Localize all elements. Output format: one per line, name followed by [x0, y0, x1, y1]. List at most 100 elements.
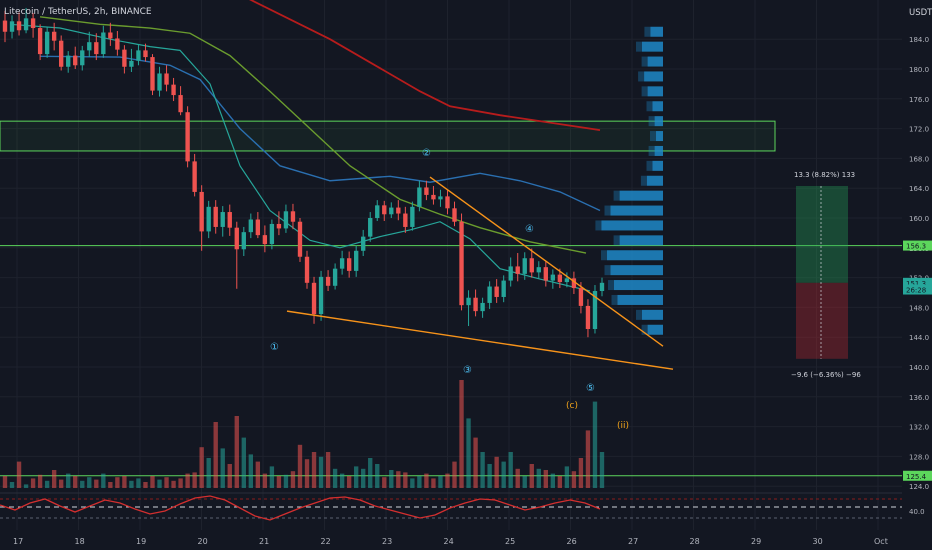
volume-bar: [564, 466, 570, 488]
volume-bar: [452, 461, 457, 488]
volume-bar: [157, 479, 162, 488]
candle-body: [578, 288, 584, 306]
candle-body: [459, 221, 464, 306]
volume-bar: [30, 478, 36, 488]
time-tick-label: 22: [321, 537, 331, 546]
candle-body: [136, 50, 141, 61]
volume-profile-bin-edge: [604, 265, 611, 276]
volume-profile-bin-edge: [611, 294, 618, 305]
ma-blue-line: [39, 55, 601, 212]
volume-bar: [16, 461, 22, 488]
volume-bar: [508, 452, 513, 488]
volume-bar: [403, 472, 408, 488]
volume-bar: [2, 476, 8, 488]
time-axis[interactable]: 17 18 19 20 21 22 23 24 25 26 27 28 29 30 Oct: [0, 530, 932, 550]
candle-body: [248, 219, 254, 233]
volume-profile-bin: [610, 205, 663, 216]
volume-bar: [389, 470, 394, 488]
candle-body: [150, 57, 155, 91]
volume-bar: [368, 458, 373, 488]
candle-body: [171, 84, 176, 96]
volume-bar: [318, 456, 324, 488]
time-tick-label: 28: [690, 537, 700, 546]
volume-bar: [571, 471, 577, 488]
time-tick-label: 18: [75, 537, 85, 546]
volume-profile-bin-edge: [641, 324, 648, 335]
wave-1-label: ①: [270, 342, 279, 353]
candle-body: [220, 212, 225, 227]
candle-body: [185, 112, 190, 162]
candle-body: [410, 206, 415, 227]
volume-bar: [94, 479, 99, 488]
ma-teal-line: [9, 23, 591, 292]
long-position-tool[interactable]: [796, 185, 848, 359]
position-loss-zone: [796, 282, 848, 359]
volume-profile-bin: [656, 131, 663, 142]
wave-5-label: ⑤: [586, 383, 595, 394]
candle-body: [269, 223, 275, 245]
volume-bar: [417, 476, 422, 488]
candle-body: [494, 286, 499, 297]
trendlines[interactable]: [286, 176, 674, 370]
candle-body: [30, 18, 36, 29]
candle-body: [431, 194, 436, 200]
price-marker-label: 125.4: [906, 473, 927, 481]
volume-profile-bin: [650, 26, 663, 37]
volume-bar: [262, 473, 268, 488]
candle-body: [522, 258, 527, 274]
upper-wedge-line: [429, 176, 664, 347]
volume-bar: [206, 458, 211, 488]
volume-bar: [101, 473, 106, 488]
price-axis[interactable]: 184.0180.0176.0172.0168.0164.0160.0156.0…: [902, 0, 932, 550]
time-tick-label: 19: [136, 537, 146, 546]
candle-body: [51, 31, 57, 41]
volume-profile-bin: [652, 101, 663, 112]
volume-profile-bin: [654, 145, 663, 156]
volume-profile-bin-edge: [641, 86, 648, 97]
lower-wedge-line: [286, 310, 674, 370]
volume-bar: [66, 473, 71, 488]
wave-4-label: ④: [525, 224, 534, 235]
candle-body: [255, 219, 261, 236]
candle-body: [339, 258, 345, 269]
volume-bar: [466, 418, 471, 488]
position-profit-zone: [796, 185, 848, 283]
wave-ii-label: (ii): [617, 421, 629, 431]
candle-body: [80, 50, 85, 66]
price-axis-background: [902, 0, 932, 550]
price-tick-label: 148.0: [909, 304, 929, 312]
price-marker-badge: [903, 240, 932, 251]
price-tick-label: 140.0: [909, 364, 929, 372]
volume-bar: [297, 444, 303, 488]
ma-green-line: [39, 16, 587, 254]
volume-profile-bin: [644, 71, 663, 82]
price-tick-label: 124.0: [909, 483, 929, 491]
candle-body: [382, 205, 387, 215]
candle-body: [143, 50, 148, 58]
volume-bar: [283, 474, 289, 488]
candle-body: [206, 206, 211, 232]
volume-bar: [199, 447, 204, 488]
volume-bar: [438, 476, 443, 488]
candle-body: [557, 274, 563, 283]
volume-bar: [51, 470, 57, 488]
volume-profile-bin-edge: [648, 145, 655, 156]
candle-body: [311, 282, 317, 315]
volume-profile-bin: [646, 175, 663, 186]
candle-body: [445, 196, 450, 209]
candle-body: [403, 213, 408, 227]
volume-profile-bin-edge: [636, 309, 642, 320]
candle-body: [508, 266, 513, 281]
price-tick-label: 176.0: [909, 96, 929, 104]
volume-profile-bin-edge: [648, 116, 655, 127]
candle-body: [417, 187, 422, 207]
volume-profile-bin: [647, 86, 663, 97]
candle-body: [353, 250, 359, 271]
volume-profile-bin-edge: [638, 71, 645, 82]
volume-profile: [595, 26, 663, 335]
volume-bar: [129, 480, 134, 488]
candle-body: [164, 73, 169, 85]
candle-body: [438, 196, 443, 200]
candle-body: [297, 221, 303, 257]
